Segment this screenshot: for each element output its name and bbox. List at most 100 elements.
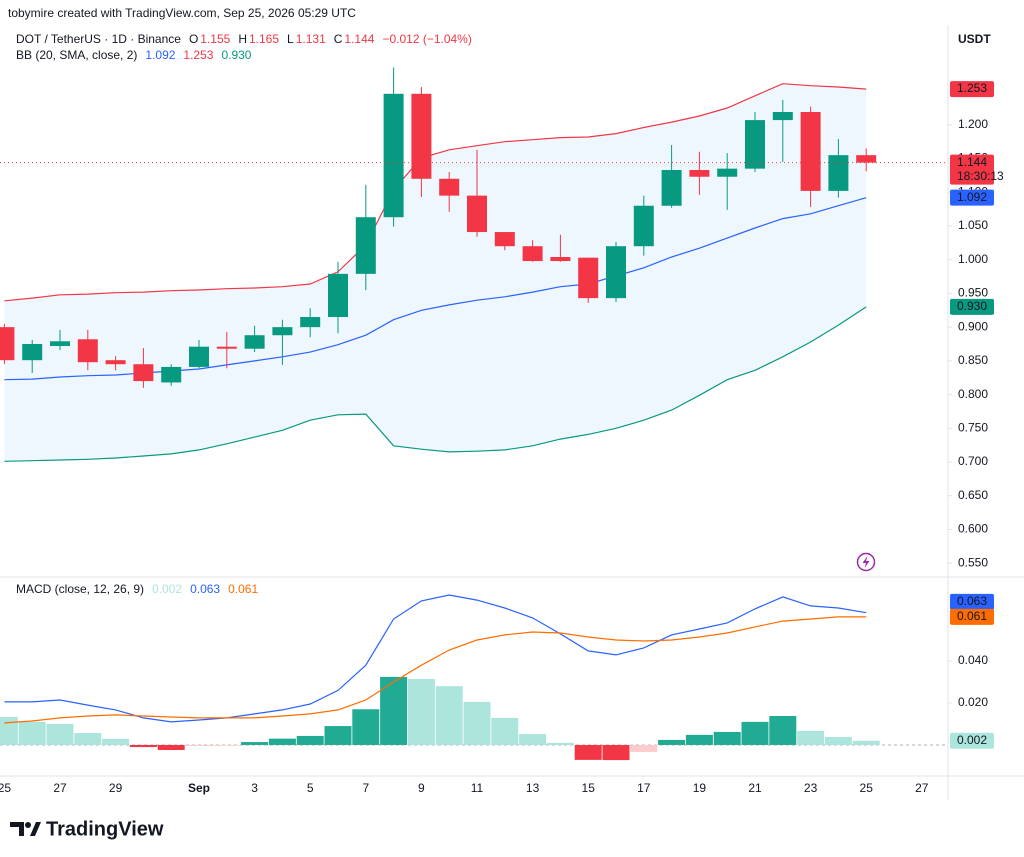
candle-body xyxy=(661,170,682,206)
x-tick-label: 11 xyxy=(471,781,484,795)
x-tick-label: 23 xyxy=(804,781,818,795)
ohlc-value: 1.155 xyxy=(200,32,231,46)
change: −0.012 (−1.04%) xyxy=(382,32,472,46)
price-badge-label: 0.930 xyxy=(957,299,987,313)
candle-body xyxy=(772,112,793,121)
x-tick-label: 27 xyxy=(53,781,67,795)
candle-body xyxy=(189,346,209,367)
macd-legend: MACD (close, 12, 26, 9) 0.002 0.063 0.06… xyxy=(16,582,266,596)
bb-line xyxy=(4,83,867,302)
histogram-bar xyxy=(685,734,713,745)
brand: TradingView xyxy=(46,818,164,840)
histogram-bar xyxy=(324,726,352,745)
histogram-bar xyxy=(213,744,241,746)
ohlc-value: 1.165 xyxy=(249,32,280,46)
candle-body xyxy=(467,195,487,233)
histogram-bar xyxy=(74,732,102,745)
bb-legend: BB (20, SMA, close, 2) 1.092 1.253 0.930 xyxy=(16,48,259,62)
candle-body xyxy=(133,364,154,382)
y-tick-label: 0.650 xyxy=(958,488,988,502)
candle-body xyxy=(578,257,599,299)
macd-line xyxy=(4,594,867,723)
histogram-bar xyxy=(102,738,130,745)
x-tick-label: 13 xyxy=(526,781,540,795)
histogram-bar xyxy=(602,744,630,761)
logo xyxy=(10,822,41,836)
macd-label: MACD (close, 12, 26, 9) xyxy=(16,582,145,596)
histogram-bar xyxy=(769,715,797,745)
histogram-bar xyxy=(0,717,18,745)
price-badge-label: 18:30:13 xyxy=(957,169,1004,183)
macd-line xyxy=(4,616,867,724)
histogram-bar xyxy=(797,730,825,745)
value-badge xyxy=(950,593,994,610)
histogram-bar xyxy=(519,734,547,745)
histogram-bar xyxy=(407,679,435,745)
histogram-bar xyxy=(352,709,380,745)
candle-body xyxy=(745,120,765,169)
value-badge xyxy=(950,732,994,749)
bb-value: 1.253 xyxy=(183,48,214,62)
ohlc-letter: C xyxy=(333,32,343,46)
axes: 0.550 0.600 0.650 0.700 0.750 0.800 0.850 0.900… xyxy=(0,81,1004,795)
histogram-bar xyxy=(380,676,408,745)
bb-line xyxy=(4,306,867,462)
candle-body xyxy=(244,335,265,349)
currency-label: USDT xyxy=(958,32,991,46)
candle-body xyxy=(439,178,460,196)
price-badge xyxy=(950,154,994,185)
ohlc-letter: O xyxy=(188,32,199,46)
bb-value: 1.092 xyxy=(145,48,176,62)
ohlc-letter: L xyxy=(287,32,294,46)
y-tick-label: 1.200 xyxy=(958,117,988,131)
histogram-bar xyxy=(46,723,74,745)
histogram-bar xyxy=(658,739,686,745)
candle-body xyxy=(22,344,43,361)
candle-body xyxy=(550,257,571,262)
histogram-bar xyxy=(268,738,296,745)
value-badge-label: 0.063 xyxy=(957,594,987,608)
value-badge-label: 0.002 xyxy=(957,733,987,747)
histogram-bar xyxy=(630,744,658,752)
histogram-bar xyxy=(824,736,852,745)
price-badge-label: 1.144 xyxy=(957,155,987,169)
candle-body xyxy=(689,170,710,177)
x-tick-label: 29 xyxy=(109,781,123,795)
y-tick-label: 0.700 xyxy=(958,454,988,468)
candle-body xyxy=(633,205,654,247)
y-tick-label: 0.550 xyxy=(958,555,988,569)
y-tick-label: 0.040 xyxy=(958,653,988,667)
x-tick-label: 25 xyxy=(0,781,11,795)
price-badge-label: 1.092 xyxy=(957,190,987,204)
candle-body xyxy=(856,155,877,163)
histogram-bar xyxy=(435,686,463,745)
plot-area xyxy=(0,67,948,761)
y-tick-label: 0.850 xyxy=(958,353,988,367)
y-tick-label: 0.020 xyxy=(958,695,988,709)
histogram-bar xyxy=(463,701,491,745)
x-tick-label: 21 xyxy=(748,781,762,795)
histogram-bar xyxy=(241,742,269,745)
histogram-bar xyxy=(546,742,574,745)
y-tick-label: 0.800 xyxy=(958,387,988,401)
candle-body xyxy=(105,360,126,365)
ohlc-letter: H xyxy=(238,32,247,46)
histogram-bar xyxy=(741,721,769,745)
price-badge xyxy=(950,81,994,98)
candle-body xyxy=(606,246,626,299)
candle-body xyxy=(0,327,15,361)
bb-value: 0.930 xyxy=(221,48,252,62)
x-tick-label: 25 xyxy=(860,781,874,795)
x-tick-label: 27 xyxy=(915,781,929,795)
x-tick-label: 5 xyxy=(307,781,314,795)
histogram-bar xyxy=(129,744,157,748)
histogram-bar xyxy=(157,744,185,751)
candle-body xyxy=(717,168,738,177)
histogram-bar xyxy=(185,744,213,747)
candle-body xyxy=(272,327,293,336)
x-tick-label: Sep xyxy=(188,781,210,795)
x-tick-label: 17 xyxy=(637,781,651,795)
value-badge xyxy=(950,608,994,625)
candle-body xyxy=(494,232,515,247)
